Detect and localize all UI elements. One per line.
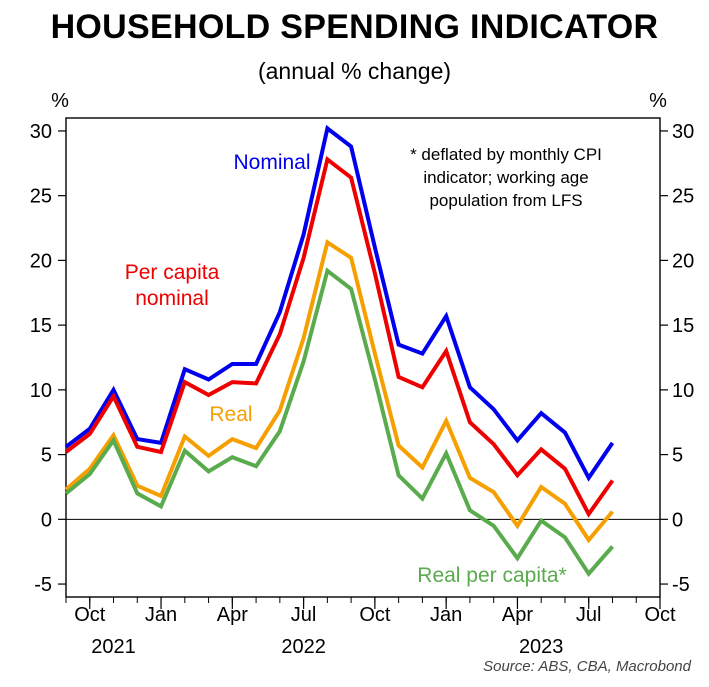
x-tick-label: Apr <box>502 604 533 626</box>
series-line-nominal <box>64 124 615 482</box>
series-line-real <box>64 239 615 544</box>
y-tick-label-left: 15 <box>30 315 52 337</box>
series-line-real-per-capita <box>64 267 615 578</box>
footnote-annotation: indicator; working age <box>423 168 588 187</box>
series-label-nominal: Nominal <box>233 151 310 174</box>
y-tick-label-right: 20 <box>672 250 694 272</box>
series-label-real: Real <box>209 403 252 426</box>
source-note: Source: ABS, CBA, Macrobond <box>483 658 691 675</box>
x-year-label: 2023 <box>519 636 564 658</box>
x-tick-label: Jul <box>291 604 317 626</box>
x-tick-label: Apr <box>217 604 248 626</box>
y-tick-label-left: -5 <box>34 574 52 596</box>
y-tick-label-right: -5 <box>672 574 690 596</box>
y-tick-label-right: 5 <box>672 445 683 467</box>
x-tick-label: Oct <box>359 604 391 626</box>
series-label-real-per-capita: Real per capita* <box>417 564 566 587</box>
y-tick-label-left: 25 <box>30 186 52 208</box>
series-line-per-capita-nominal <box>64 155 615 518</box>
chart-title: HOUSEHOLD SPENDING INDICATOR <box>50 8 659 46</box>
x-tick-label: Jan <box>430 604 462 626</box>
y-tick-label-left: 20 <box>30 250 52 272</box>
y-tick-label-left: 10 <box>30 380 52 402</box>
x-tick-label: Oct <box>74 604 106 626</box>
y-tick-label-right: 30 <box>672 121 694 143</box>
chart-subtitle: (annual % change) <box>257 58 452 84</box>
footnote-annotation: * deflated by monthly CPI <box>410 145 602 164</box>
x-year-label: 2022 <box>281 636 326 658</box>
y-unit-right: % <box>649 90 667 112</box>
series-label-per-capita-nominal: Per capita <box>125 261 220 284</box>
x-year-label: 2021 <box>91 636 136 658</box>
footnote-annotation: population from LFS <box>429 191 582 210</box>
y-tick-label-right: 15 <box>672 315 694 337</box>
y-tick-label-left: 0 <box>41 509 52 531</box>
series-label-per-capita-nominal: nominal <box>135 287 209 310</box>
x-tick-label: Oct <box>644 604 676 626</box>
x-tick-label: Jul <box>576 604 602 626</box>
y-tick-label-right: 25 <box>672 186 694 208</box>
x-tick-label: Jan <box>145 604 177 626</box>
y-tick-label-left: 5 <box>41 445 52 467</box>
y-unit-left: % <box>51 90 69 112</box>
plot-frame <box>65 117 661 598</box>
y-tick-label-right: 0 <box>672 509 683 531</box>
y-tick-label-right: 10 <box>672 380 694 402</box>
y-tick-label-left: 30 <box>30 121 52 143</box>
